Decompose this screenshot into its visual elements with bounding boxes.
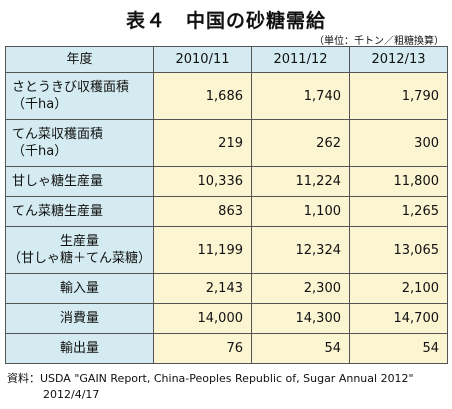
table-row: 消費量 14,000 14,300 14,700	[5, 303, 448, 334]
table-cell: 11,199	[153, 226, 252, 274]
table-cell: 14,300	[251, 303, 350, 334]
row-label: 生産量 （甘しゃ糖＋てん菜糖）	[5, 226, 154, 274]
table-cell: 11,224	[251, 166, 350, 197]
table-cell: 863	[153, 196, 252, 227]
row-label-line: てん菜収穫面積	[12, 127, 104, 142]
row-label-line: （千ha）	[12, 97, 68, 112]
row-label: 輸出量	[5, 333, 154, 364]
table-cell: 1,265	[349, 196, 448, 227]
table-cell: 219	[153, 119, 252, 167]
table-row: 甘しゃ糖生産量 10,336 11,224 11,800	[5, 166, 448, 197]
table-cell: 13,065	[349, 226, 448, 274]
header-2010-11: 2010/11	[153, 46, 252, 73]
row-label: 輸入量	[5, 273, 154, 304]
row-label: さとうきび収穫面積 （千ha）	[5, 72, 154, 120]
table-row: てん菜収穫面積 （千ha） 219 262 300	[5, 119, 448, 167]
source-date: 2012/4/17	[43, 388, 100, 401]
table-row: 生産量 （甘しゃ糖＋てん菜糖） 11,199 12,324 13,065	[5, 226, 448, 274]
table-cell: 14,700	[349, 303, 448, 334]
table-cell: 1,740	[251, 72, 350, 120]
row-label-line: （甘しゃ糖＋てん菜糖）	[7, 251, 151, 266]
table-cell: 54	[251, 333, 350, 364]
table-cell: 262	[251, 119, 350, 167]
header-2011-12: 2011/12	[251, 46, 350, 73]
source-line: 資料：USDA "GAIN Report, China-Peoples Repu…	[7, 372, 414, 385]
source-note: 資料：USDA "GAIN Report, China-Peoples Repu…	[7, 371, 414, 403]
unit-note: （単位：千トン／粗糖換算）	[314, 36, 444, 47]
row-label: 消費量	[5, 303, 154, 334]
sugar-supply-demand-table: 年度 2010/11 2011/12 2012/13 さとうきび収穫面積 （千h…	[5, 46, 448, 364]
table-row: さとうきび収穫面積 （千ha） 1,686 1,740 1,790	[5, 72, 448, 120]
table-cell: 11,800	[349, 166, 448, 197]
table-cell: 14,000	[153, 303, 252, 334]
row-label: てん菜収穫面積 （千ha）	[5, 119, 154, 167]
table-row: 輸入量 2,143 2,300 2,100	[5, 273, 448, 304]
table-cell: 12,324	[251, 226, 350, 274]
table-cell: 2,143	[153, 273, 252, 304]
table-cell: 1,686	[153, 72, 252, 120]
table-cell: 76	[153, 333, 252, 364]
table-cell: 300	[349, 119, 448, 167]
row-label: 甘しゃ糖生産量	[5, 166, 154, 197]
table-cell: 2,100	[349, 273, 448, 304]
table-cell: 10,336	[153, 166, 252, 197]
table-cell: 1,790	[349, 72, 448, 120]
table-row: 輸出量 76 54 54	[5, 333, 448, 364]
table-cell: 1,100	[251, 196, 350, 227]
table-cell: 54	[349, 333, 448, 364]
header-year: 年度	[5, 46, 154, 73]
row-label-line: （千ha）	[12, 144, 68, 159]
header-row: 年度 2010/11 2011/12 2012/13	[5, 46, 448, 73]
row-label-line: さとうきび収穫面積	[12, 80, 130, 95]
header-2012-13: 2012/13	[349, 46, 448, 73]
table-title: 表４ 中国の砂糖需給	[125, 10, 326, 32]
row-label: てん菜糖生産量	[5, 196, 154, 227]
table-row: てん菜糖生産量 863 1,100 1,265	[5, 196, 448, 227]
row-label-line: 生産量	[59, 234, 99, 249]
table-cell: 2,300	[251, 273, 350, 304]
